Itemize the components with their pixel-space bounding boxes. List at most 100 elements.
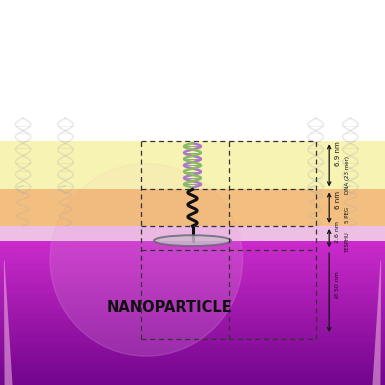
Polygon shape — [2, 143, 383, 172]
Circle shape — [0, 243, 385, 385]
Bar — [0, 252, 385, 255]
Circle shape — [0, 243, 385, 385]
Bar — [0, 382, 385, 385]
Bar — [0, 273, 385, 275]
Bar — [0, 336, 385, 339]
Circle shape — [0, 243, 385, 385]
Bar — [0, 284, 385, 287]
Text: NANOPARTICLE: NANOPARTICLE — [107, 301, 232, 315]
Bar — [0, 296, 385, 298]
Bar — [0, 350, 385, 353]
Circle shape — [0, 243, 385, 385]
Circle shape — [0, 243, 385, 385]
Circle shape — [0, 243, 385, 385]
Circle shape — [0, 243, 385, 385]
Bar — [0, 310, 385, 313]
Bar — [0, 267, 385, 270]
Ellipse shape — [154, 235, 231, 246]
Bar — [0, 258, 385, 261]
Circle shape — [0, 243, 385, 385]
Bar — [0, 275, 385, 278]
Circle shape — [0, 243, 385, 385]
Bar — [0, 319, 385, 321]
Bar — [0, 324, 385, 327]
Bar — [0, 278, 385, 281]
Text: DNA (23 mer): DNA (23 mer) — [345, 156, 350, 194]
Text: TESPHU: TESPHU — [345, 232, 350, 252]
Circle shape — [0, 243, 385, 385]
Bar — [0, 304, 385, 307]
Bar — [0, 342, 385, 345]
Bar — [0, 339, 385, 342]
Bar — [0, 287, 385, 290]
Bar — [0, 264, 385, 267]
Bar — [0, 327, 385, 330]
Circle shape — [0, 243, 385, 385]
Circle shape — [0, 243, 385, 385]
Circle shape — [0, 243, 385, 385]
Bar — [0, 356, 385, 359]
Circle shape — [0, 243, 385, 385]
Bar — [0, 301, 385, 304]
Bar — [0, 261, 385, 264]
Circle shape — [0, 243, 385, 385]
Bar — [0, 370, 385, 373]
Bar — [0, 298, 385, 301]
Circle shape — [0, 243, 385, 385]
Polygon shape — [4, 228, 381, 385]
Bar — [0, 313, 385, 316]
Circle shape — [0, 243, 385, 385]
Bar — [0, 316, 385, 319]
Bar — [0, 281, 385, 284]
Bar — [0, 290, 385, 293]
Circle shape — [0, 243, 385, 385]
Circle shape — [0, 243, 385, 385]
Circle shape — [0, 243, 385, 385]
Circle shape — [0, 243, 385, 385]
Text: 5 PEG: 5 PEG — [345, 208, 350, 223]
Circle shape — [0, 243, 385, 385]
Bar — [0, 226, 385, 241]
Text: 6.9 nm: 6.9 nm — [335, 141, 341, 166]
Circle shape — [0, 243, 385, 385]
Circle shape — [0, 243, 385, 385]
Circle shape — [0, 243, 385, 385]
Circle shape — [0, 243, 385, 385]
Bar — [0, 379, 385, 382]
Bar — [0, 377, 385, 379]
Bar — [0, 255, 385, 258]
Text: Ø 50 nm: Ø 50 nm — [335, 271, 340, 298]
Bar — [0, 241, 385, 244]
Bar — [0, 359, 385, 362]
Bar — [0, 321, 385, 324]
Text: 2.6 nm: 2.6 nm — [335, 221, 340, 243]
Polygon shape — [0, 191, 385, 223]
Circle shape — [0, 243, 385, 385]
Bar — [0, 249, 385, 252]
Bar — [0, 307, 385, 310]
Circle shape — [0, 243, 385, 385]
Bar — [0, 330, 385, 333]
Text: 6 nm: 6 nm — [335, 191, 341, 209]
Bar — [0, 353, 385, 356]
Bar — [0, 362, 385, 365]
Bar — [0, 270, 385, 273]
Bar — [0, 244, 385, 246]
Circle shape — [0, 243, 385, 385]
Circle shape — [0, 243, 385, 385]
Circle shape — [0, 243, 385, 385]
Circle shape — [50, 164, 243, 356]
Bar — [0, 293, 385, 296]
Bar — [0, 333, 385, 336]
Circle shape — [0, 243, 385, 385]
Bar — [0, 368, 385, 370]
Bar — [0, 347, 385, 350]
Circle shape — [0, 243, 385, 385]
Bar — [0, 345, 385, 348]
Bar — [0, 0, 385, 141]
Bar — [0, 141, 385, 189]
Bar — [0, 365, 385, 368]
Circle shape — [0, 243, 385, 385]
Bar — [0, 189, 385, 226]
Circle shape — [0, 243, 385, 385]
